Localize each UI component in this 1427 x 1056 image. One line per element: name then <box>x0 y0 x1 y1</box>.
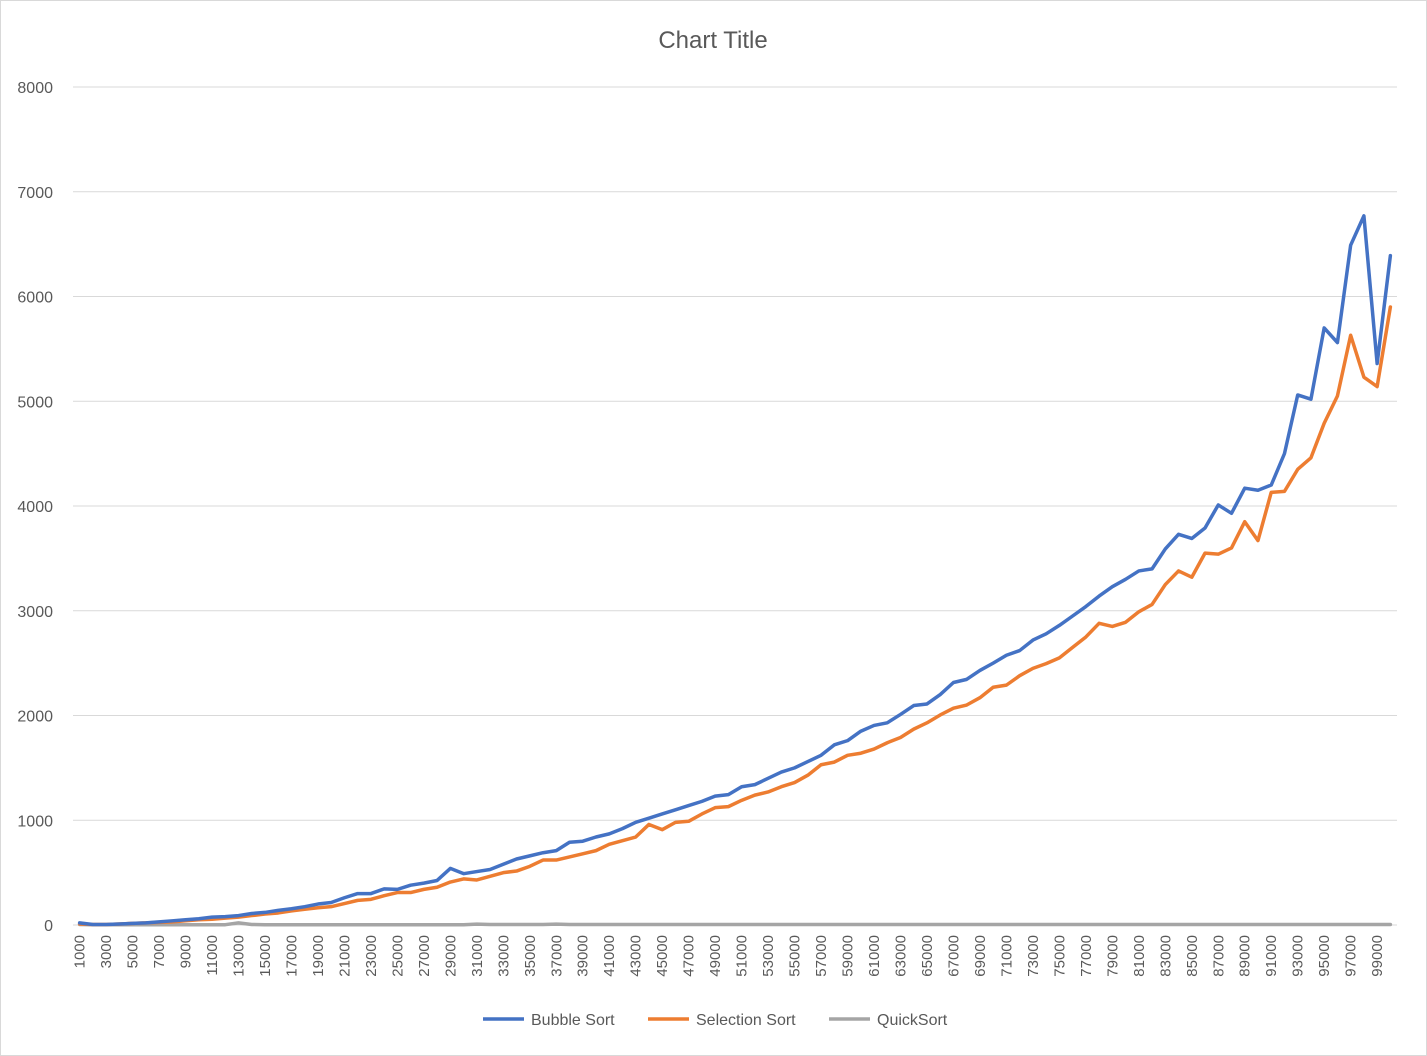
x-tick-label: 23000 <box>363 935 380 977</box>
x-tick-label: 37000 <box>548 935 565 977</box>
x-tick-label: 75000 <box>1051 935 1068 977</box>
x-tick-label: 39000 <box>575 935 592 977</box>
gridlines <box>73 86 1397 926</box>
x-tick-label: 53000 <box>760 935 777 977</box>
x-tick-label: 99000 <box>1369 935 1386 977</box>
x-tick-label: 29000 <box>442 935 459 977</box>
x-tick-label: 15000 <box>257 935 274 977</box>
x-tick-label: 51000 <box>734 935 751 977</box>
x-tick-label: 97000 <box>1343 935 1360 977</box>
x-tick-label: 93000 <box>1290 935 1307 977</box>
x-tick-label: 17000 <box>283 935 300 977</box>
x-tick-label: 73000 <box>1025 935 1042 977</box>
x-tick-label: 77000 <box>1078 935 1095 977</box>
y-tick-label: 0 <box>44 918 53 935</box>
x-tick-label: 91000 <box>1263 935 1280 977</box>
y-tick-label: 8000 <box>17 80 53 97</box>
x-tick-label: 55000 <box>787 935 804 977</box>
x-tick-label: 31000 <box>469 935 486 977</box>
y-tick-label: 7000 <box>17 185 53 202</box>
x-tick-label: 5000 <box>125 935 142 968</box>
x-tick-label: 25000 <box>389 935 406 977</box>
x-tick-label: 9000 <box>178 935 195 968</box>
x-tick-label: 3000 <box>98 935 115 968</box>
legend-label: Bubble Sort <box>531 1012 615 1029</box>
series-line-quicksort <box>77 921 1393 927</box>
x-tick-label: 33000 <box>495 935 512 977</box>
x-tick-label: 43000 <box>628 935 645 977</box>
series-line-selection-sort <box>77 305 1393 927</box>
x-tick-label: 69000 <box>972 935 989 977</box>
legend-label: Selection Sort <box>696 1012 796 1029</box>
x-tick-label: 95000 <box>1316 935 1333 977</box>
y-axis-ticks: 0 1000 2000 3000 4000 5000 6000 7000 8000 <box>17 80 53 935</box>
x-axis-ticks: 1000 3000 5000 7000 9000 11000 13000 15000 17000… <box>72 935 1387 977</box>
x-tick-label: 27000 <box>416 935 433 977</box>
y-tick-label: 6000 <box>17 290 53 307</box>
x-tick-label: 67000 <box>945 935 962 977</box>
x-tick-label: 87000 <box>1210 935 1227 977</box>
x-tick-label: 83000 <box>1157 935 1174 977</box>
y-tick-label: 4000 <box>17 499 53 516</box>
y-tick-label: 3000 <box>17 604 53 621</box>
series-lines <box>77 214 1393 927</box>
x-tick-label: 85000 <box>1184 935 1201 977</box>
x-tick-label: 21000 <box>336 935 353 977</box>
x-tick-label: 19000 <box>310 935 327 977</box>
y-tick-label: 1000 <box>17 813 53 830</box>
chart-title: Chart Title <box>658 27 767 54</box>
x-tick-label: 35000 <box>522 935 539 977</box>
series-line-bubble-sort <box>77 214 1393 927</box>
x-tick-label: 59000 <box>840 935 857 977</box>
x-tick-label: 45000 <box>654 935 671 977</box>
y-tick-label: 5000 <box>17 394 53 411</box>
x-tick-label: 47000 <box>681 935 698 977</box>
x-tick-label: 49000 <box>707 935 724 977</box>
x-tick-label: 89000 <box>1237 935 1254 977</box>
x-tick-label: 7000 <box>151 935 168 968</box>
x-tick-label: 41000 <box>601 935 618 977</box>
legend-label: QuickSort <box>877 1012 948 1029</box>
x-tick-label: 71000 <box>998 935 1015 977</box>
x-tick-label: 65000 <box>919 935 936 977</box>
x-tick-label: 11000 <box>204 935 221 976</box>
x-tick-label: 79000 <box>1104 935 1121 977</box>
x-tick-label: 81000 <box>1131 935 1148 977</box>
legend: Bubble Sort Selection Sort QuickSort <box>483 1012 948 1029</box>
x-tick-label: 13000 <box>231 935 248 977</box>
x-tick-label: 1000 <box>72 935 89 968</box>
x-tick-label: 63000 <box>893 935 910 977</box>
y-tick-label: 2000 <box>17 709 53 726</box>
x-tick-label: 61000 <box>866 935 883 977</box>
x-tick-label: 57000 <box>813 935 830 977</box>
